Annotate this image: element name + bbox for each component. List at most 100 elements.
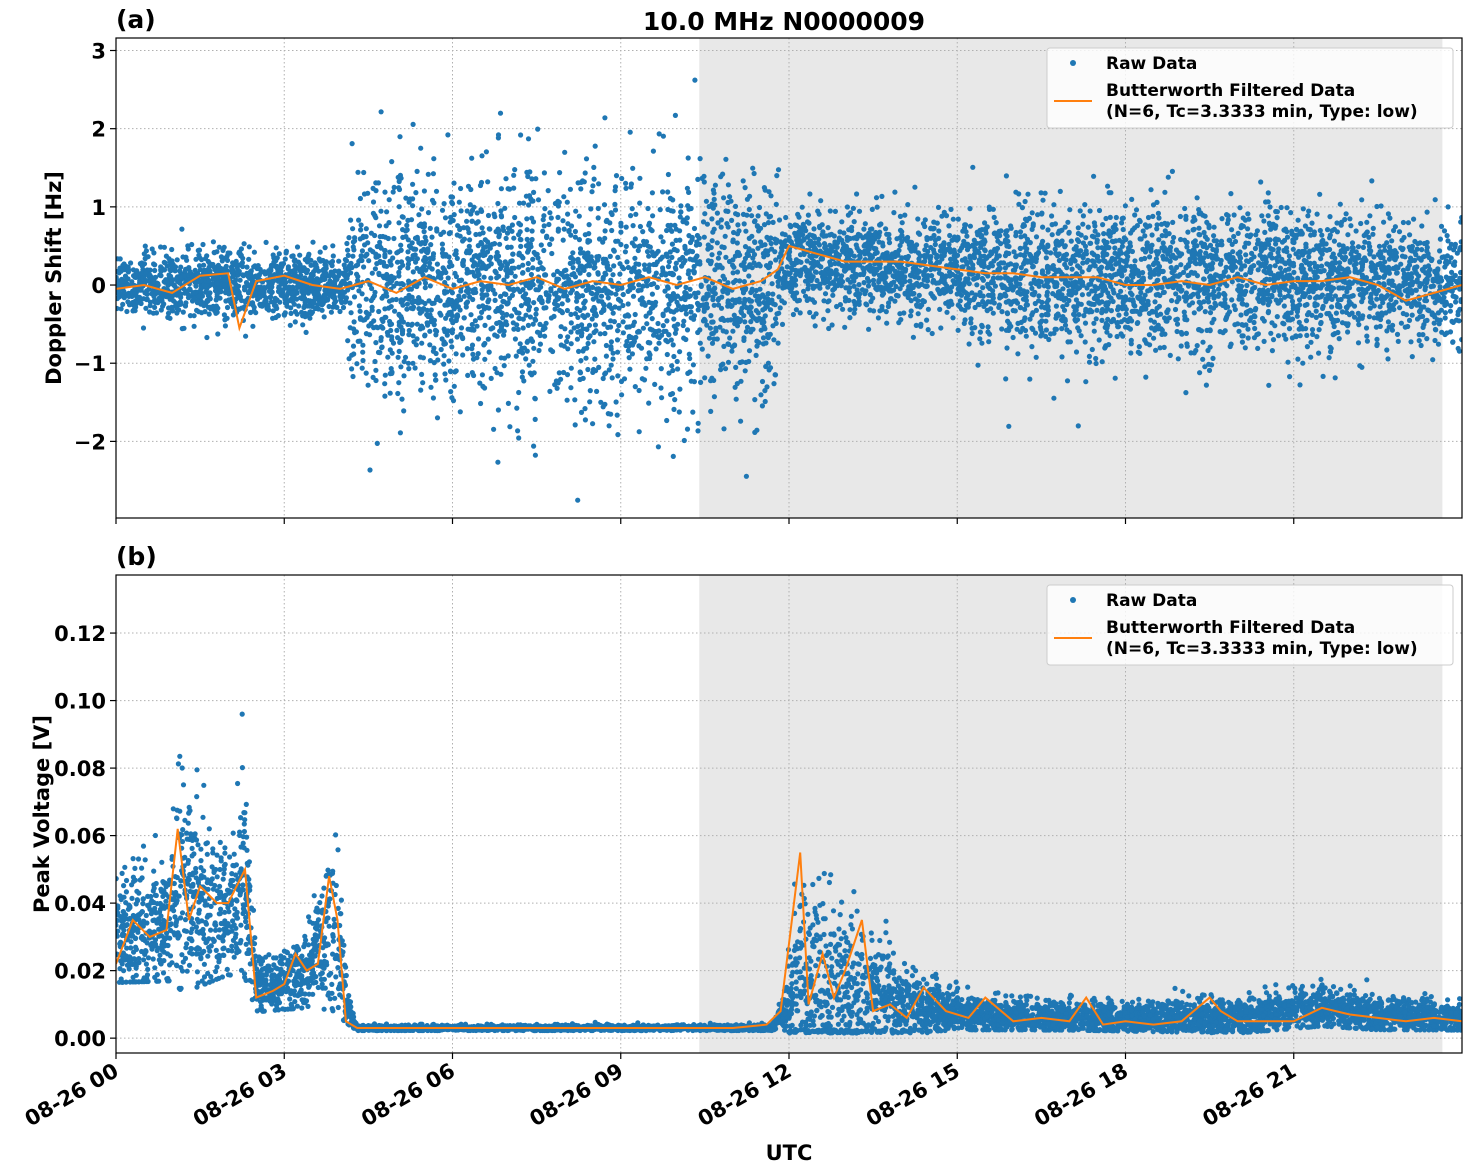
raw-point bbox=[169, 258, 174, 263]
raw-point bbox=[455, 334, 460, 339]
raw-point bbox=[472, 260, 477, 265]
raw-point bbox=[1326, 311, 1331, 316]
raw-point bbox=[1099, 318, 1104, 323]
raw-point bbox=[747, 236, 752, 241]
raw-point bbox=[1148, 187, 1153, 192]
raw-point bbox=[912, 185, 917, 190]
raw-point bbox=[897, 311, 902, 316]
raw-point bbox=[963, 317, 968, 322]
raw-point bbox=[770, 292, 775, 297]
raw-point bbox=[441, 362, 446, 367]
raw-point bbox=[1317, 192, 1322, 197]
raw-point bbox=[378, 209, 383, 214]
raw-point bbox=[396, 355, 401, 360]
raw-point bbox=[1025, 192, 1030, 197]
raw-point bbox=[1152, 299, 1157, 304]
raw-point bbox=[502, 329, 507, 334]
raw-point bbox=[217, 245, 222, 250]
raw-point bbox=[1297, 297, 1302, 302]
raw-point bbox=[538, 342, 543, 347]
raw-point bbox=[382, 381, 387, 386]
raw-point bbox=[695, 428, 700, 433]
raw-point bbox=[791, 312, 796, 317]
raw-point bbox=[735, 212, 740, 217]
raw-point bbox=[275, 255, 280, 260]
raw-point bbox=[372, 290, 377, 295]
raw-point bbox=[1337, 265, 1342, 270]
raw-point bbox=[560, 218, 565, 223]
raw-point bbox=[948, 207, 953, 212]
raw-point bbox=[735, 250, 740, 255]
raw-point bbox=[652, 252, 657, 257]
raw-point bbox=[1356, 340, 1361, 345]
raw-point bbox=[585, 240, 590, 245]
raw-point bbox=[1170, 169, 1175, 174]
raw-point bbox=[568, 385, 573, 390]
raw-point bbox=[565, 221, 570, 226]
raw-point bbox=[695, 301, 700, 306]
raw-point bbox=[1345, 232, 1350, 237]
raw-point bbox=[1070, 267, 1075, 272]
raw-point bbox=[575, 315, 580, 320]
raw-point bbox=[556, 227, 561, 232]
raw-point bbox=[141, 325, 146, 330]
raw-point bbox=[709, 320, 714, 325]
raw-point bbox=[124, 309, 129, 314]
raw-point bbox=[602, 236, 607, 241]
raw-point bbox=[366, 383, 371, 388]
raw-point bbox=[223, 323, 228, 328]
raw-point bbox=[427, 329, 432, 334]
raw-point bbox=[286, 264, 291, 269]
raw-point bbox=[1162, 190, 1167, 195]
raw-point bbox=[768, 214, 773, 219]
raw-point bbox=[659, 366, 664, 371]
raw-point bbox=[177, 268, 182, 273]
raw-point bbox=[608, 254, 613, 259]
raw-point bbox=[615, 328, 620, 333]
raw-point bbox=[831, 244, 836, 249]
raw-point bbox=[561, 194, 566, 199]
raw-point bbox=[577, 214, 582, 219]
raw-point bbox=[578, 250, 583, 255]
raw-point bbox=[442, 353, 447, 358]
raw-point bbox=[1282, 333, 1287, 338]
x-axis-label: UTC bbox=[766, 1141, 813, 1165]
raw-point bbox=[671, 407, 676, 412]
raw-point bbox=[712, 394, 717, 399]
raw-point bbox=[868, 299, 873, 304]
raw-point bbox=[618, 230, 623, 235]
raw-point bbox=[1083, 235, 1088, 240]
raw-point bbox=[1196, 294, 1201, 299]
raw-point bbox=[449, 344, 454, 349]
raw-point bbox=[1147, 254, 1152, 259]
raw-point bbox=[1369, 178, 1374, 183]
raw-point bbox=[506, 186, 511, 191]
raw-point bbox=[696, 307, 701, 312]
raw-point bbox=[1173, 291, 1178, 296]
raw-point bbox=[1137, 218, 1142, 223]
raw-point bbox=[606, 411, 611, 416]
raw-point bbox=[778, 305, 783, 310]
raw-point bbox=[411, 269, 416, 274]
raw-point bbox=[357, 303, 362, 308]
raw-point bbox=[1117, 238, 1122, 243]
raw-point bbox=[636, 343, 641, 348]
raw-point bbox=[388, 259, 393, 264]
raw-point bbox=[118, 256, 123, 261]
raw-point bbox=[1274, 256, 1279, 261]
raw-point bbox=[750, 166, 755, 171]
raw-point bbox=[769, 246, 774, 251]
raw-point bbox=[370, 271, 375, 276]
raw-point bbox=[1013, 308, 1018, 313]
raw-point bbox=[1027, 377, 1032, 382]
raw-point bbox=[1410, 313, 1415, 318]
raw-point bbox=[1083, 309, 1088, 314]
raw-point bbox=[1129, 292, 1134, 297]
raw-point bbox=[509, 229, 514, 234]
raw-point bbox=[1338, 202, 1343, 207]
raw-point bbox=[666, 286, 671, 291]
raw-point bbox=[475, 267, 480, 272]
raw-point bbox=[383, 373, 388, 378]
raw-point bbox=[1419, 343, 1424, 348]
raw-point bbox=[761, 341, 766, 346]
